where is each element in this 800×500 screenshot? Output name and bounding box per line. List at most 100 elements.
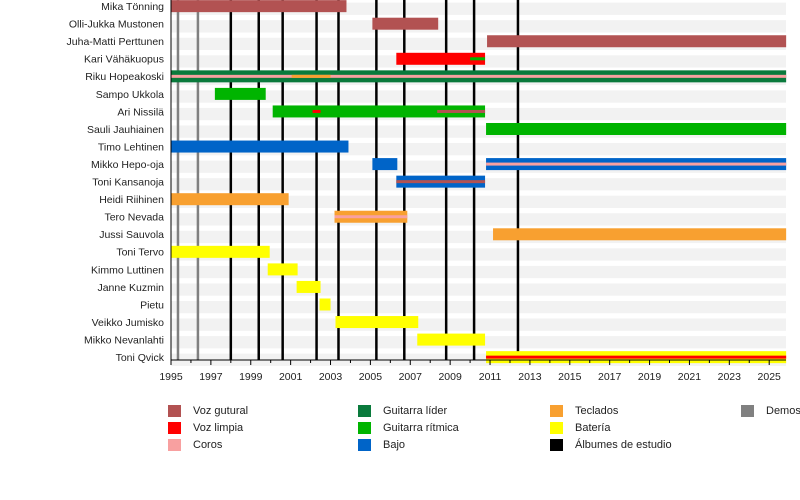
bar-coros (486, 162, 787, 166)
row-stripe (171, 300, 786, 314)
member-label: Pietu (140, 299, 164, 311)
bar-voz-gutural (487, 35, 787, 48)
member-label: Olli-Jukka Mustonen (69, 19, 164, 31)
bar-bajo (171, 140, 349, 153)
member-label: Toni Tervo (116, 247, 164, 259)
x-tick-label: 2011 (479, 371, 502, 383)
bar-guitarra-ritmica (214, 87, 266, 100)
bar-teclados (171, 193, 289, 206)
x-tick-label: 2007 (399, 371, 423, 383)
member-label: Kimmo Luttinen (91, 264, 164, 276)
bar-coros (171, 74, 787, 78)
legend-item-guitarra-ritmica: Guitarra rítmica (358, 419, 459, 436)
legend-item-voz-limpia: Voz limpia (168, 419, 248, 436)
x-tick-label: 2021 (678, 371, 702, 383)
bar-voz-gutural (171, 0, 347, 13)
row-stripe (171, 213, 786, 226)
legend-column: Teclados Batería Álbumes de estudio (550, 402, 672, 453)
legend-label: Álbumes de estudio (575, 438, 672, 451)
bar-voz-limpia (396, 52, 486, 65)
legend-swatch (550, 438, 563, 451)
legend-swatch (550, 404, 563, 417)
legend-item-coros: Coros (168, 436, 248, 453)
x-tick-label: 2005 (359, 371, 383, 383)
member-label: Heidi Riihinen (99, 194, 164, 206)
bar-teclados (291, 74, 331, 78)
legend-column: Demos (741, 402, 800, 419)
member-label: Toni Kansanoja (92, 177, 164, 189)
bar-guitarra-ritmica (272, 105, 486, 118)
member-label: Jussi Sauvola (99, 229, 164, 241)
bar-bateria (296, 280, 321, 293)
legend-swatch (550, 421, 563, 434)
x-tick-label: 2001 (279, 371, 303, 383)
bar-voz-limpia (486, 355, 787, 359)
legend-column: Guitarra líder Guitarra rítmica Bajo (358, 402, 459, 453)
member-label: Sauli Jauhiainen (87, 124, 164, 136)
member-label: Kari Vähäkuopus (84, 54, 164, 66)
legend-swatch (358, 404, 371, 417)
legend-item-bajo: Bajo (358, 436, 459, 453)
member-label: Janne Kuzmin (97, 282, 164, 294)
legend-item-voz-gutural: Voz gutural (168, 402, 248, 419)
legend-item-demos: Demos (741, 402, 800, 419)
bar-teclados (493, 228, 787, 241)
legend-swatch (168, 438, 181, 451)
bar-guitarra-ritmica (470, 57, 486, 61)
legend-swatch (168, 421, 181, 434)
legend-label: Coros (193, 438, 223, 451)
row-stripe (171, 265, 786, 279)
legend-item-teclados: Teclados (550, 402, 672, 419)
member-label: Ari Nissilä (117, 106, 164, 118)
x-tick-label: 2023 (718, 371, 742, 383)
row-stripe (171, 318, 786, 331)
member-label: Riku Hopeakoski (85, 71, 164, 83)
member-label: Sampo Ukkola (96, 89, 164, 101)
member-label: Timo Lehtinen (98, 141, 164, 153)
legend-item-guitarra-lider: Guitarra líder (358, 402, 459, 419)
x-tick-label: 1997 (199, 371, 223, 383)
bar-voz-gutural (372, 17, 439, 30)
x-tick-label: 2009 (438, 371, 462, 383)
legend-label: Voz gutural (193, 404, 249, 417)
legend-label: Teclados (575, 404, 619, 417)
legend-swatch (168, 404, 181, 417)
bar-bateria (319, 298, 331, 311)
legend-label: Voz limpia (193, 421, 244, 434)
x-tick-label: 2017 (598, 371, 622, 383)
member-label: Mikko Nevanlahti (84, 334, 164, 346)
legend-label: Guitarra líder (383, 404, 448, 417)
x-tick-label: 2019 (638, 371, 662, 383)
bar-bateria (335, 316, 419, 329)
legend-swatch (741, 404, 754, 417)
member-label: Mika Tönning (101, 1, 164, 13)
legend-swatch (358, 421, 371, 434)
bar-bajo (372, 158, 398, 171)
bar-voz-limpia (312, 109, 321, 113)
bar-coros (334, 215, 408, 219)
legend-label: Batería (575, 421, 611, 434)
bar-bateria (171, 245, 270, 258)
row-stripe (171, 90, 786, 103)
legend-column: Voz gutural Voz limpia Coros (168, 402, 248, 453)
legend-label: Guitarra rítmica (383, 421, 459, 434)
legend-swatch (358, 438, 371, 451)
member-label: Tero Nevada (104, 212, 164, 224)
x-tick-label: 2013 (518, 371, 542, 383)
bar-bateria (267, 263, 298, 276)
x-tick-label: 2025 (758, 371, 782, 383)
row-stripe (171, 195, 786, 208)
x-tick-label: 2015 (558, 371, 582, 383)
legend-label: Bajo (383, 438, 406, 451)
row-stripe (171, 283, 786, 296)
member-label: Juha-Matti Perttunen (67, 36, 165, 48)
bar-voz-gutural (437, 109, 486, 113)
row-stripe (171, 248, 786, 261)
x-tick-label: 2003 (319, 371, 343, 383)
x-tick-label: 1995 (159, 371, 183, 383)
x-tick-label: 1999 (239, 371, 263, 383)
legend-item-bateria: Batería (550, 419, 672, 436)
member-label: Veikko Jumisko (92, 317, 165, 329)
bar-voz-gutural (396, 180, 486, 184)
legend-label: Demos (766, 404, 800, 417)
